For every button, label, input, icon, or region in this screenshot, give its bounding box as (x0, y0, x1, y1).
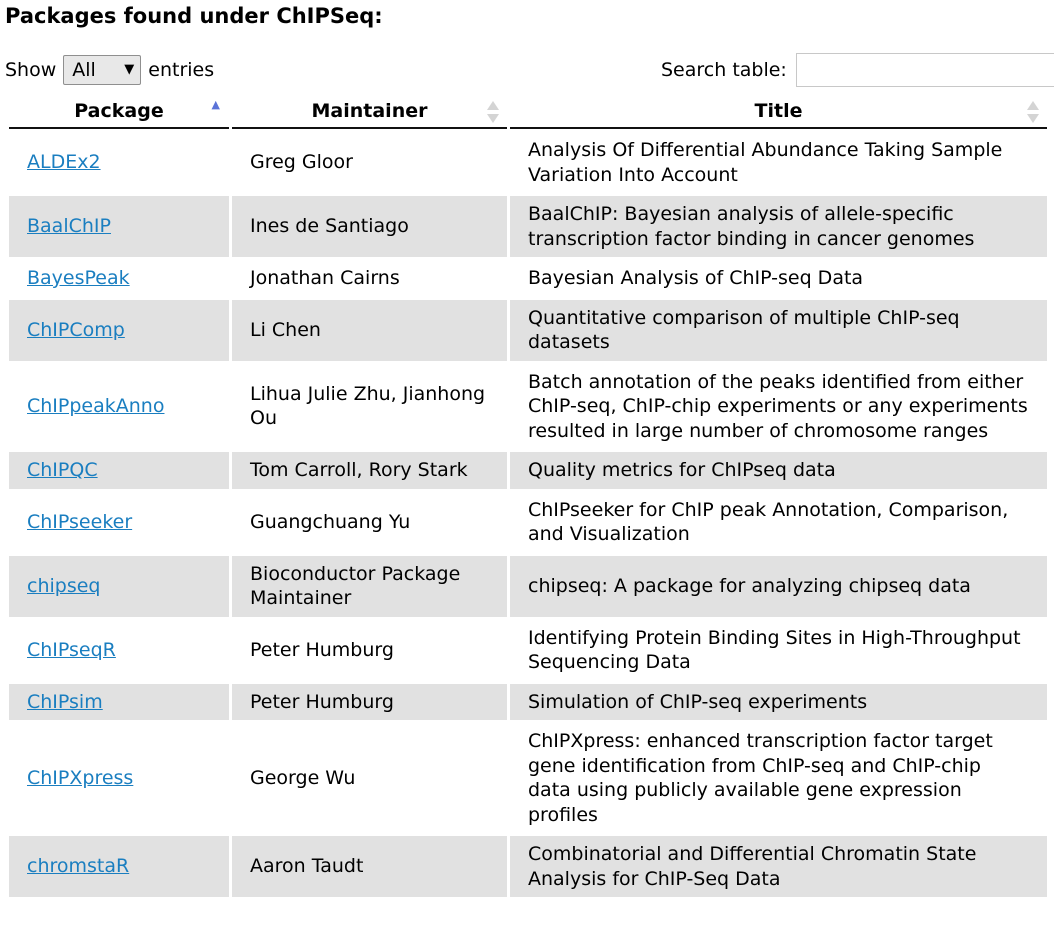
maintainer-cell: Aaron Taudt (232, 836, 507, 897)
package-cell: chromstaR (9, 836, 229, 897)
page-title: Packages found under ChIPSeq: (5, 4, 383, 28)
title-cell: Batch annotation of the peaks identified… (528, 370, 1028, 442)
column-header-label: Title (754, 100, 803, 122)
show-label: Show (5, 59, 57, 81)
package-link[interactable]: ChIPsim (27, 690, 103, 713)
sort-both-icon (1027, 101, 1039, 125)
column-header-maintainer[interactable]: Maintainer (232, 95, 507, 129)
table-row: BaalChIP Ines de Santiago BaalChIP: Baye… (9, 196, 1047, 257)
package-link[interactable]: ChIPpeakAnno (27, 395, 165, 417)
maintainer-cell: Jonathan Cairns (250, 267, 400, 289)
entries-select[interactable]: All ▼ (63, 55, 142, 85)
package-cell: ChIPComp (9, 299, 229, 361)
table-row: ChIPsim Peter Humburg Simulation of ChIP… (9, 683, 1047, 720)
package-link[interactable]: chromstaR (27, 855, 130, 878)
title-cell: Simulation of ChIP-seq experiments (510, 683, 1047, 720)
title-cell: Bayesian Analysis of ChIP-seq Data (528, 267, 864, 289)
package-cell: chipseq (9, 555, 229, 617)
chevron-down-icon: ▼ (124, 62, 135, 77)
column-header-label: Maintainer (311, 100, 428, 122)
table-row: ALDEx2 Greg Gloor Analysis Of Differenti… (9, 132, 1047, 193)
maintainer-cell: Greg Gloor (250, 151, 353, 174)
package-link[interactable]: BayesPeak (27, 267, 130, 289)
package-cell: BaalChIP (9, 196, 229, 257)
title-cell: Analysis Of Differential Abundance Takin… (528, 139, 1003, 186)
table-row: ChIPseeker Guangchuang Yu ChIPseeker for… (9, 492, 1047, 553)
table-row: chipseq Bioconductor Package Maintainer … (9, 555, 1047, 617)
length-control: Show All ▼ entries (5, 55, 214, 85)
maintainer-cell: Peter Humburg (232, 683, 507, 720)
package-cell: BayesPeak (9, 260, 229, 297)
title-cell: BaalChIP: Bayesian analysis of allele-sp… (510, 196, 1047, 257)
table-row: ChIPXpress George Wu ChIPXpress: enhance… (9, 723, 1047, 833)
table-header-row: Package ▲ Maintainer Title (9, 95, 1047, 129)
table-row: chromstaR Aaron Taudt Combinatorial and … (9, 836, 1047, 897)
title-cell: Quantitative comparison of multiple ChIP… (510, 299, 1047, 361)
maintainer-cell: Lihua Julie Zhu, Jianhong Ou (250, 382, 486, 430)
table-row: ChIPComp Li Chen Quantitative comparison… (9, 299, 1047, 361)
table-row: ChIPpeakAnno Lihua Julie Zhu, Jianhong O… (9, 364, 1047, 450)
maintainer-cell: George Wu (250, 766, 356, 789)
title-cell: ChIPXpress: enhanced transcription facto… (528, 730, 993, 826)
maintainer-cell: Ines de Santiago (232, 196, 507, 257)
title-cell: ChIPseeker for ChIP peak Annotation, Com… (528, 498, 1009, 546)
entries-select-value: All (72, 59, 96, 81)
package-link[interactable]: ALDEx2 (27, 151, 101, 174)
title-cell: Quality metrics for ChIPseq data (510, 452, 1047, 489)
table-controls: Show All ▼ entries Search table: (0, 52, 1056, 88)
column-header-label: Package (74, 100, 164, 122)
package-link[interactable]: ChIPseqR (27, 638, 116, 661)
table-row: ChIPseqR Peter Humburg Identifying Prote… (9, 620, 1047, 681)
package-link[interactable]: BaalChIP (27, 215, 111, 238)
package-cell: ChIPQC (9, 452, 229, 489)
maintainer-cell: Tom Carroll, Rory Stark (232, 452, 507, 489)
maintainer-cell: Peter Humburg (250, 638, 394, 661)
package-cell: ChIPsim (9, 683, 229, 720)
title-cell: Combinatorial and Differential Chromatin… (510, 836, 1047, 897)
package-cell: ChIPseqR (9, 620, 229, 681)
package-link[interactable]: ChIPComp (27, 318, 125, 341)
package-cell: ChIPpeakAnno (9, 364, 229, 450)
maintainer-cell: Guangchuang Yu (250, 510, 411, 533)
package-link[interactable]: ChIPXpress (27, 766, 134, 789)
package-link[interactable]: ChIPseeker (27, 510, 133, 533)
column-header-title[interactable]: Title (510, 95, 1047, 129)
package-cell: ChIPseeker (9, 492, 229, 553)
column-header-package[interactable]: Package ▲ (9, 95, 229, 129)
search-input[interactable] (795, 53, 1054, 87)
table-row: ChIPQC Tom Carroll, Rory Stark Quality m… (9, 452, 1047, 489)
package-cell: ALDEx2 (9, 132, 229, 193)
maintainer-cell: Bioconductor Package Maintainer (232, 555, 507, 617)
title-cell: chipseq: A package for analyzing chipseq… (510, 555, 1047, 617)
table-row: BayesPeak Jonathan Cairns Bayesian Analy… (9, 260, 1047, 297)
package-cell: ChIPXpress (9, 723, 229, 833)
sort-both-icon (487, 101, 499, 125)
search-control: Search table: (661, 52, 1054, 88)
search-label: Search table: (661, 59, 787, 81)
entries-label: entries (148, 59, 215, 81)
packages-table: Package ▲ Maintainer Title ALDEx2 Greg G… (6, 92, 1050, 900)
sort-ascending-icon: ▲ (211, 98, 220, 111)
maintainer-cell: Li Chen (232, 299, 507, 361)
title-cell: Identifying Protein Binding Sites in Hig… (528, 626, 1021, 674)
package-link[interactable]: chipseq (27, 574, 101, 597)
package-link[interactable]: ChIPQC (27, 459, 98, 481)
